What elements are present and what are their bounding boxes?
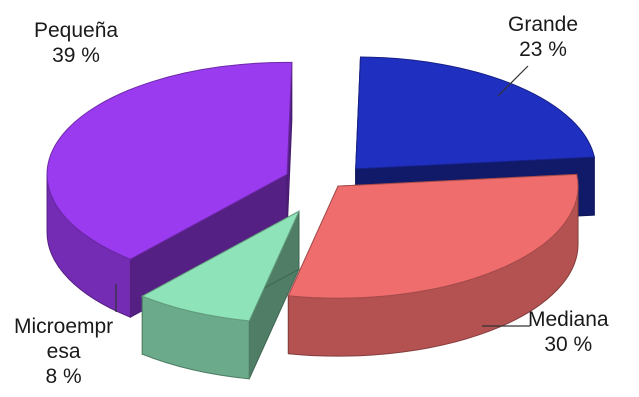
label-mediana-name: Mediana bbox=[528, 308, 609, 331]
leader-lines bbox=[115, 65, 530, 327]
label-microempresa-line2: esa bbox=[46, 340, 81, 363]
label-microempresa-pct: 8 % bbox=[45, 365, 82, 388]
label-pequena-name: Pequeña bbox=[34, 19, 119, 42]
slice-top bbox=[355, 56, 595, 170]
slice-microempr-esa bbox=[141, 210, 301, 380]
label-microempresa: Microempr esa 8 % bbox=[14, 314, 113, 389]
leader-line-grande bbox=[497, 65, 529, 97]
label-grande-name: Grande bbox=[508, 13, 579, 36]
slice-top bbox=[287, 173, 579, 299]
pie-slices bbox=[46, 56, 595, 380]
label-mediana: Mediana 30 % bbox=[528, 307, 609, 357]
slice-top bbox=[141, 210, 301, 322]
label-grande-pct: 23 % bbox=[519, 38, 567, 61]
label-microempresa-line1: Microempr bbox=[14, 315, 114, 338]
label-grande: Grande 23 % bbox=[508, 12, 578, 62]
slice-mediana bbox=[287, 173, 579, 357]
label-pequena-pct: 39 % bbox=[52, 44, 100, 67]
label-pequena: Pequeña 39 % bbox=[34, 18, 118, 68]
label-mediana-pct: 30 % bbox=[544, 333, 593, 356]
slice-top bbox=[46, 61, 293, 260]
